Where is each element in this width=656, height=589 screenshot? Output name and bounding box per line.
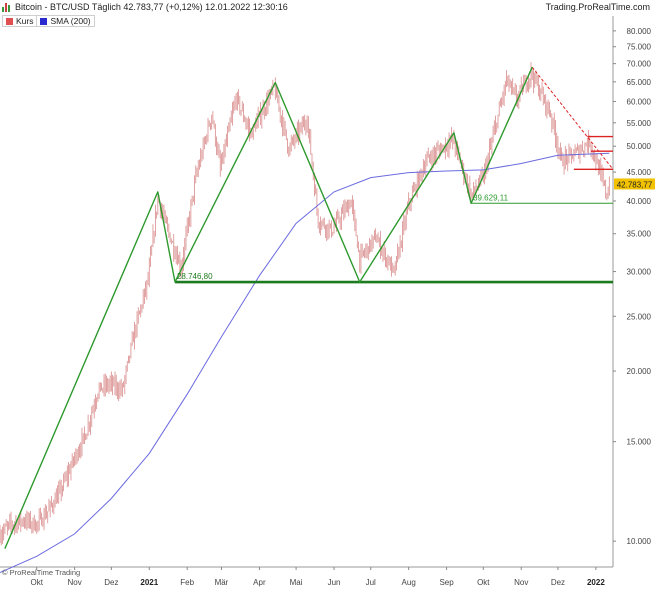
- x-tick-label: Nov: [68, 578, 82, 587]
- x-tick-label: 2022: [587, 578, 605, 587]
- x-tick-label: Mai: [290, 578, 303, 587]
- y-tick-label: 55.000: [627, 119, 652, 128]
- y-tick-label: 25.000: [627, 312, 652, 321]
- y-tick-label: 10.000: [627, 537, 652, 546]
- y-tick-label: 60.000: [627, 97, 652, 106]
- bar-chart-icon: [2, 2, 12, 12]
- legend-label-sma: SMA (200): [50, 16, 91, 26]
- x-tick-label: Dez: [104, 578, 118, 587]
- last-price-label: 42.783,77: [617, 180, 653, 189]
- x-tick-label: Aug: [402, 578, 416, 587]
- chart-title: Bitcoin - BTC/USD Täglich 42.783,77 (+0,…: [15, 2, 288, 12]
- x-tick-label: Jul: [366, 578, 376, 587]
- legend-item-kurs[interactable]: Kurs: [2, 15, 38, 27]
- footer-credit: © ProRealTime Trading: [2, 568, 81, 577]
- y-tick-label: 50.000: [627, 142, 652, 151]
- x-tick-label: Jun: [328, 578, 341, 587]
- legend-label-kurs: Kurs: [16, 16, 34, 26]
- zigzag-trend-series: [4, 66, 533, 549]
- x-tick-label: Dez: [551, 578, 565, 587]
- x-tick-label: 2021: [140, 578, 158, 587]
- kurs-swatch-icon: [6, 17, 13, 25]
- y-tick-label: 35.000: [627, 230, 652, 239]
- legend: Kurs SMA (200): [2, 15, 95, 27]
- y-tick-label: 40.000: [627, 197, 652, 206]
- y-tick-label: 20.000: [627, 367, 652, 376]
- y-tick-label: 75.000: [627, 43, 652, 52]
- y-tick-label: 65.000: [627, 78, 652, 87]
- chart-header: Bitcoin - BTC/USD Täglich 42.783,77 (+0,…: [0, 0, 656, 14]
- sma-series: [0, 152, 610, 573]
- support-level-label: 28.746,80: [177, 272, 213, 281]
- legend-item-sma[interactable]: SMA (200): [36, 15, 95, 27]
- support-level-label: 39.629,11: [473, 193, 509, 202]
- x-tick-label: Okt: [477, 578, 490, 587]
- y-tick-label: 70.000: [627, 60, 652, 69]
- label-layer: 28.746,80 39.629,11 42.783,77: [177, 178, 655, 281]
- x-tick-label: Apr: [253, 578, 266, 587]
- sma-200-line: [0, 152, 610, 573]
- x-tick-label: Feb: [180, 578, 194, 587]
- y-tick-label: 30.000: [627, 268, 652, 277]
- price-series: [0, 62, 610, 546]
- x-tick-label: Nov: [514, 578, 528, 587]
- source-link[interactable]: Trading.ProRealTime.com: [545, 2, 650, 12]
- y-tick-label: 45.000: [627, 168, 652, 177]
- axes: 10.000 15.000 20.000 25.000 30.000 35.000 40.0…: [0, 16, 652, 587]
- zigzag-trend-line: [4, 66, 533, 549]
- sma-swatch-icon: [40, 17, 48, 25]
- y-tick-label: 80.000: [627, 27, 652, 36]
- x-tick-label: Okt: [30, 578, 43, 587]
- y-tick-label: 15.000: [627, 438, 652, 447]
- last-price-tag: [614, 178, 655, 190]
- resistance-trend-line: [531, 66, 614, 170]
- x-tick-label: Sep: [439, 578, 454, 587]
- x-tick-label: Mär: [215, 578, 229, 587]
- annotation-layer: [174, 66, 614, 284]
